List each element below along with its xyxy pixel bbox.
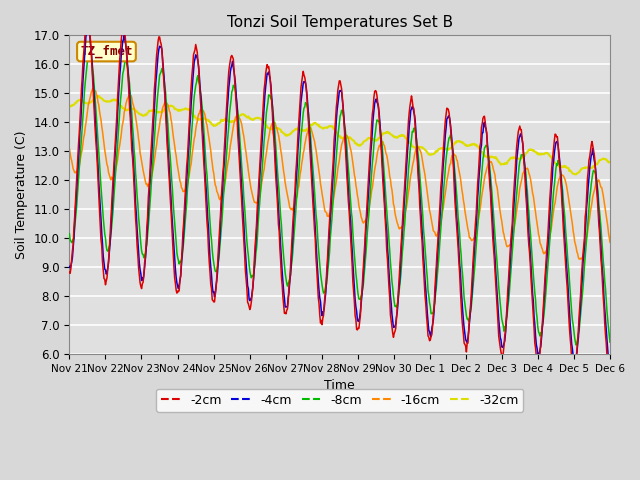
Y-axis label: Soil Temperature (C): Soil Temperature (C) (15, 131, 28, 259)
X-axis label: Time: Time (324, 379, 355, 393)
Text: TZ_fmet: TZ_fmet (80, 45, 132, 58)
Title: Tonzi Soil Temperatures Set B: Tonzi Soil Temperatures Set B (227, 15, 452, 30)
Legend: -2cm, -4cm, -8cm, -16cm, -32cm: -2cm, -4cm, -8cm, -16cm, -32cm (156, 389, 524, 412)
